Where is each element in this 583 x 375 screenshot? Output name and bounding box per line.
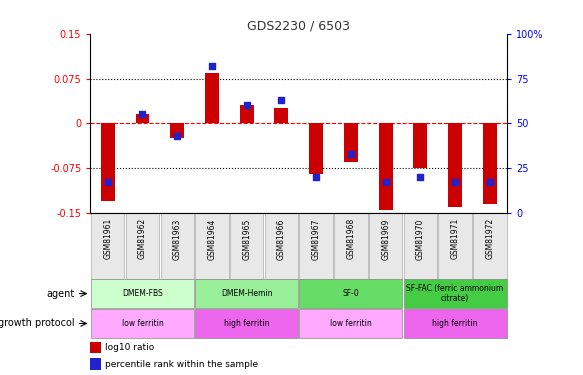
Bar <box>344 123 358 162</box>
Text: GSM81970: GSM81970 <box>416 218 425 259</box>
Text: growth protocol: growth protocol <box>0 318 75 328</box>
Text: low ferritin: low ferritin <box>330 319 372 328</box>
Text: log10 ratio: log10 ratio <box>105 343 154 352</box>
Point <box>242 102 251 108</box>
Point <box>208 63 217 69</box>
Bar <box>230 213 264 279</box>
Point <box>103 180 113 186</box>
Bar <box>300 279 402 308</box>
Point <box>277 97 286 103</box>
Text: GSM81971: GSM81971 <box>451 218 459 259</box>
Bar <box>126 213 159 279</box>
Bar <box>403 213 437 279</box>
Text: high ferritin: high ferritin <box>433 319 478 328</box>
Point <box>381 180 390 186</box>
Text: GSM81972: GSM81972 <box>485 218 494 259</box>
Bar <box>403 279 507 308</box>
Text: SF-FAC (ferric ammonium
citrate): SF-FAC (ferric ammonium citrate) <box>406 284 504 303</box>
Bar <box>265 213 298 279</box>
Bar <box>91 309 194 338</box>
Text: GSM81968: GSM81968 <box>346 218 356 259</box>
Point <box>311 174 321 180</box>
Bar <box>195 279 298 308</box>
Bar <box>91 279 194 308</box>
Point <box>416 174 425 180</box>
Bar <box>205 73 219 123</box>
Bar <box>413 123 427 168</box>
Text: GSM81966: GSM81966 <box>277 218 286 259</box>
Bar <box>91 213 124 279</box>
Text: high ferritin: high ferritin <box>224 319 269 328</box>
Bar <box>101 123 115 201</box>
Text: GSM81962: GSM81962 <box>138 218 147 259</box>
Bar <box>275 108 289 123</box>
Point <box>451 180 460 186</box>
Point <box>173 133 182 139</box>
Bar <box>403 309 507 338</box>
Bar <box>240 105 254 123</box>
Point <box>138 111 147 117</box>
Bar <box>90 342 101 353</box>
Point <box>346 151 356 157</box>
Text: GSM81969: GSM81969 <box>381 218 390 259</box>
Bar <box>473 213 507 279</box>
Text: GSM81963: GSM81963 <box>173 218 182 259</box>
Bar <box>334 213 367 279</box>
Point <box>485 180 494 186</box>
Bar <box>309 123 323 174</box>
Bar <box>135 114 149 123</box>
Bar <box>170 123 184 138</box>
Bar <box>369 213 402 279</box>
Bar <box>195 309 298 338</box>
Bar <box>300 213 333 279</box>
Text: GSM81965: GSM81965 <box>242 218 251 259</box>
Bar <box>300 309 402 338</box>
Text: GSM81964: GSM81964 <box>208 218 216 259</box>
Text: DMEM-FBS: DMEM-FBS <box>122 289 163 298</box>
Text: percentile rank within the sample: percentile rank within the sample <box>105 360 258 369</box>
Bar <box>90 358 101 370</box>
Bar <box>438 213 472 279</box>
Bar <box>483 123 497 204</box>
Text: DMEM-Hemin: DMEM-Hemin <box>221 289 272 298</box>
Bar <box>160 213 194 279</box>
Bar <box>379 123 392 210</box>
Text: agent: agent <box>47 289 75 298</box>
Text: SF-0: SF-0 <box>343 289 359 298</box>
Text: GSM81967: GSM81967 <box>312 218 321 259</box>
Text: low ferritin: low ferritin <box>122 319 163 328</box>
Title: GDS2230 / 6503: GDS2230 / 6503 <box>247 20 350 33</box>
Text: GSM81961: GSM81961 <box>103 218 113 259</box>
Bar <box>448 123 462 207</box>
Bar <box>195 213 229 279</box>
